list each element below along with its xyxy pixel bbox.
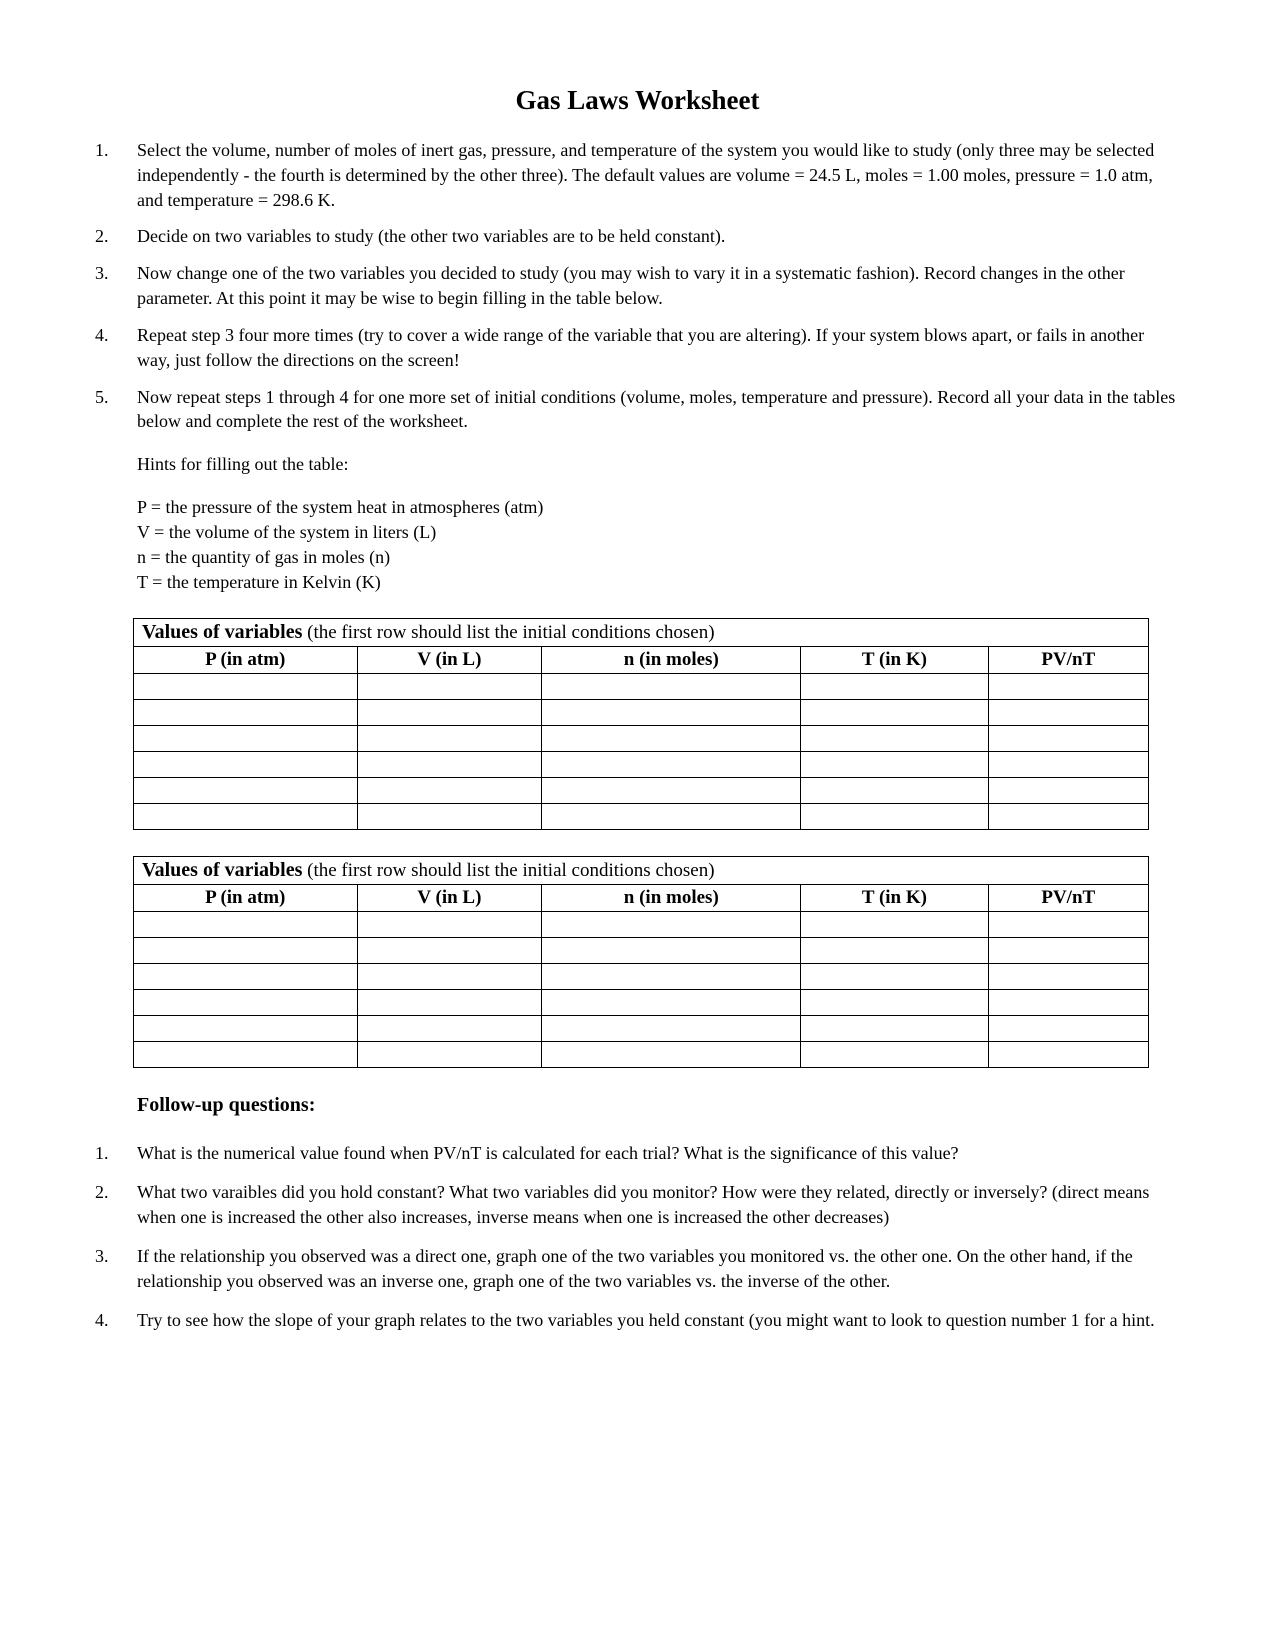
instruction-item: Repeat step 3 four more times (try to co…: [95, 323, 1180, 373]
col-header: P (in atm): [134, 647, 358, 674]
worksheet-title: Gas Laws Worksheet: [95, 85, 1180, 116]
hint-definition: T = the temperature in Kelvin (K): [137, 570, 1180, 595]
col-header: T (in K): [801, 647, 988, 674]
followup-item: What is the numerical value found when P…: [95, 1141, 1180, 1166]
col-header: PV/nT: [988, 647, 1148, 674]
hint-definition: n = the quantity of gas in moles (n): [137, 545, 1180, 570]
table-row: [134, 674, 1149, 700]
instruction-item: Now repeat steps 1 through 4 for one mor…: [95, 385, 1180, 435]
col-header: n (in moles): [542, 647, 801, 674]
table-row: [134, 804, 1149, 830]
data-table-2: Values of variables (the first row shoul…: [133, 856, 1149, 1068]
table-header-row: P (in atm) V (in L) n (in moles) T (in K…: [134, 885, 1149, 912]
col-header: V (in L): [357, 885, 542, 912]
table-row: [134, 938, 1149, 964]
table-row: [134, 964, 1149, 990]
col-header: P (in atm): [134, 885, 358, 912]
table-row: [134, 778, 1149, 804]
instruction-item: Decide on two variables to study (the ot…: [95, 224, 1180, 249]
followup-item: Try to see how the slope of your graph r…: [95, 1308, 1180, 1333]
table-row: [134, 912, 1149, 938]
col-header: T (in K): [801, 885, 988, 912]
data-table-1: Values of variables (the first row shoul…: [133, 618, 1149, 830]
col-header: V (in L): [357, 647, 542, 674]
table-row: [134, 1016, 1149, 1042]
followup-item: If the relationship you observed was a d…: [95, 1244, 1180, 1294]
followup-item: What two varaibles did you hold constant…: [95, 1180, 1180, 1230]
col-header: PV/nT: [988, 885, 1148, 912]
hints-heading: Hints for filling out the table:: [137, 452, 1180, 477]
hint-definition: P = the pressure of the system heat in a…: [137, 495, 1180, 520]
table-caption: Values of variables (the first row shoul…: [134, 857, 1149, 885]
instruction-item: Now change one of the two variables you …: [95, 261, 1180, 311]
table-header-row: P (in atm) V (in L) n (in moles) T (in K…: [134, 647, 1149, 674]
followup-list: What is the numerical value found when P…: [95, 1141, 1180, 1332]
instruction-item: Select the volume, number of moles of in…: [95, 138, 1180, 212]
table-caption: Values of variables (the first row shoul…: [134, 619, 1149, 647]
table-row: [134, 990, 1149, 1016]
table-row: [134, 1042, 1149, 1068]
table-row: [134, 752, 1149, 778]
instructions-list: Select the volume, number of moles of in…: [95, 138, 1180, 434]
hints-block: Hints for filling out the table: P = the…: [95, 452, 1180, 594]
hint-definition: V = the volume of the system in liters (…: [137, 520, 1180, 545]
table-row: [134, 700, 1149, 726]
followup-heading: Follow-up questions:: [95, 1094, 1180, 1117]
col-header: n (in moles): [542, 885, 801, 912]
table-row: [134, 726, 1149, 752]
